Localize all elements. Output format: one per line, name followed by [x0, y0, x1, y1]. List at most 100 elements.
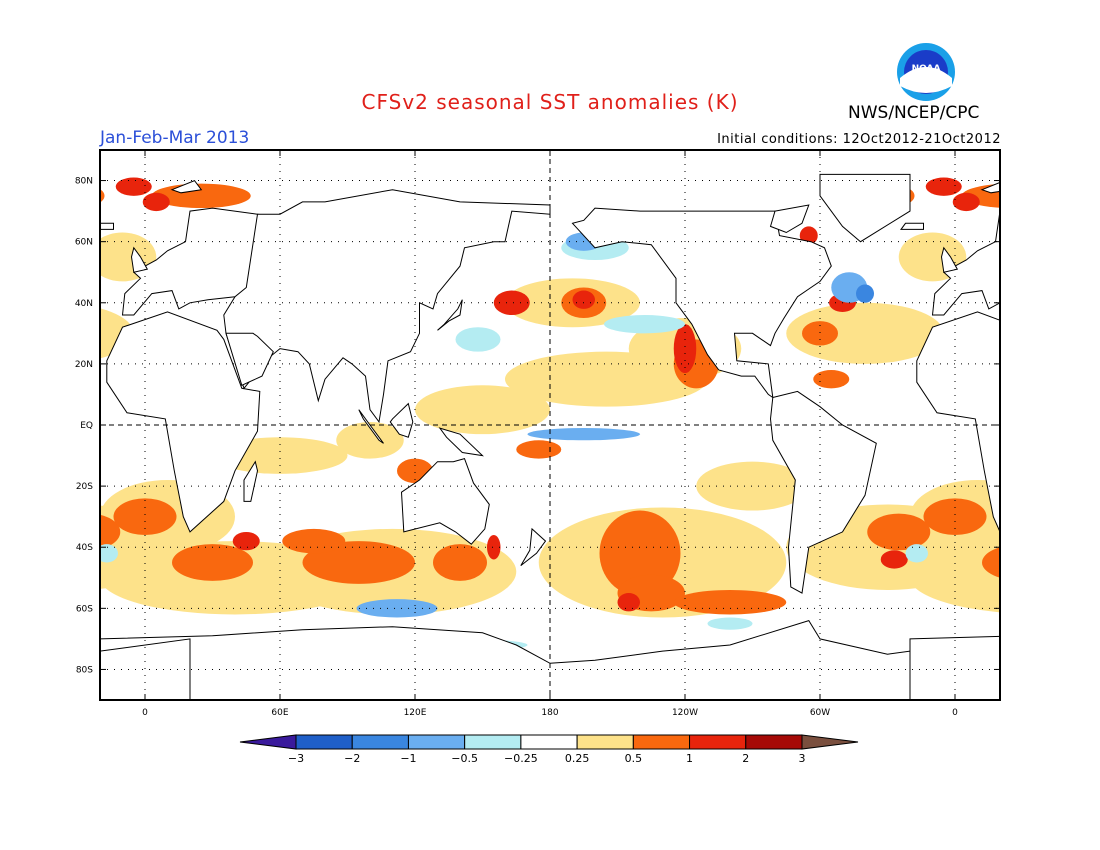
landmass-antarctica	[100, 638, 191, 700]
anomaly-patch	[813, 370, 850, 389]
season-label: Jan-Feb-Mar 2013	[100, 128, 250, 148]
lat-tick-label: 20S	[76, 482, 93, 492]
anomaly-field	[100, 177, 1000, 652]
lat-tick-label: 80N	[75, 177, 93, 187]
anomaly-patch	[786, 302, 944, 364]
lat-tick-label: 20N	[75, 360, 93, 370]
colorbar-label: 1	[686, 752, 693, 765]
colorbar-segment	[632, 734, 691, 750]
colorbar-label: −0.25	[504, 752, 538, 765]
anomaly-patch	[802, 321, 838, 346]
initial-conditions-label: Initial conditions: 12Oct2012-21Oct2012	[717, 132, 1001, 147]
landmass-madagascar	[1054, 462, 1068, 502]
anomaly-patch	[673, 324, 697, 374]
anomaly-patch	[115, 177, 152, 196]
anomaly-patch	[617, 593, 640, 612]
coastlines	[0, 173, 1100, 700]
landmass-s-america	[769, 390, 877, 594]
noaa-logo-text: NOAA	[912, 64, 941, 74]
landmass-arabia	[225, 332, 274, 386]
colorbar-segment	[520, 734, 578, 750]
anomaly-patch	[142, 192, 170, 212]
landmass-svalbard	[980, 181, 1000, 194]
colorbar-segment	[295, 734, 353, 750]
agency-label: NWS/NCEP/CPC	[848, 103, 980, 123]
anomaly-patch	[493, 290, 530, 315]
lon-tick-label: 180	[541, 708, 558, 718]
landmass-iceland	[100, 222, 114, 230]
anomaly-patch	[707, 617, 753, 630]
anomaly-patch	[673, 590, 787, 615]
colorbar-segment	[464, 734, 522, 750]
colorbar-label: 0.25	[565, 752, 590, 765]
landmass-s-america	[0, 391, 66, 593]
anomaly-patch	[433, 544, 487, 581]
landmass-new-zealand	[520, 527, 547, 566]
colorbar: −3 −2 −1 −0.5 −0.25 0.25 0.5 1 2 3	[239, 734, 859, 765]
anomaly-patch	[982, 547, 1000, 578]
landmass-australia	[400, 457, 490, 545]
colorbar-segment	[351, 734, 409, 750]
anomaly-patch	[527, 428, 640, 441]
anomaly-patch	[856, 284, 874, 303]
lat-tick-label: EQ	[80, 421, 93, 431]
lat-tick-label: 40N	[75, 299, 93, 309]
lon-tick-label: 0	[952, 708, 958, 718]
lat-tick-label: 60N	[75, 238, 93, 248]
landmass-iceland	[900, 222, 924, 230]
anomaly-patch	[604, 315, 685, 334]
landmass-antarctica	[100, 620, 1000, 700]
landmass-baffin	[769, 204, 810, 234]
anomaly-patch	[282, 528, 346, 554]
landmass-madagascar	[243, 460, 259, 502]
landmass-japan	[437, 299, 463, 331]
landmass-asia	[1034, 190, 1100, 422]
anomaly-patch	[905, 544, 928, 563]
anomaly-patch	[356, 599, 438, 618]
landmass-africa	[916, 311, 1000, 533]
anomaly-patch	[952, 192, 980, 212]
axis-ticks: 80N 60N 40N 20N EQ 20S 40S 60S 80S 0 60E 120E 180 120…	[75, 150, 1000, 718]
anomaly-patch	[516, 440, 562, 459]
anomaly-patch	[880, 550, 908, 569]
colorbar-label: −0.5	[451, 752, 478, 765]
anomaly-patch	[923, 498, 987, 535]
colorbar-label: 0.5	[625, 752, 643, 765]
anomaly-patch	[302, 541, 415, 584]
landmass-n-america	[0, 208, 21, 397]
colorbar-segment	[689, 734, 747, 750]
gridlines	[100, 150, 1000, 700]
colorbar-label: −3	[288, 752, 304, 765]
anomaly-patch	[925, 177, 962, 196]
lon-tick-label: 60W	[810, 708, 830, 718]
anomaly-patch	[232, 531, 260, 551]
anomaly-patch	[172, 544, 253, 581]
colorbar-segment	[576, 734, 634, 750]
anomaly-patch	[415, 385, 550, 435]
colorbar-label: −1	[400, 752, 416, 765]
anomaly-patch	[572, 290, 595, 309]
colorbar-label: 2	[742, 752, 749, 765]
colorbar-segment	[745, 734, 803, 750]
anomaly-patch	[599, 510, 681, 597]
landmass-antarctica	[909, 635, 1000, 700]
lat-tick-label: 80S	[76, 665, 93, 675]
anomaly-patch	[867, 513, 931, 551]
colorbar-arrow-low	[239, 734, 297, 750]
lat-tick-label: 40S	[76, 543, 93, 553]
lon-tick-label: 120W	[672, 708, 698, 718]
anomaly-patch	[100, 544, 118, 563]
landmass-sumatra	[358, 409, 384, 444]
landmass-greenland	[819, 173, 911, 243]
landmass-svalbard	[170, 179, 203, 194]
lon-tick-label: 0	[142, 708, 148, 718]
anomaly-patch	[336, 421, 404, 459]
anomaly-patch	[100, 514, 121, 550]
anomaly-patch	[100, 189, 105, 203]
anomaly-patch	[455, 327, 501, 352]
noaa-logo: NOAA	[897, 43, 955, 101]
landmass-borneo	[389, 402, 414, 438]
anomaly-patch	[113, 498, 177, 535]
map-title: CFSv2 seasonal SST anomalies (K)	[361, 90, 739, 114]
